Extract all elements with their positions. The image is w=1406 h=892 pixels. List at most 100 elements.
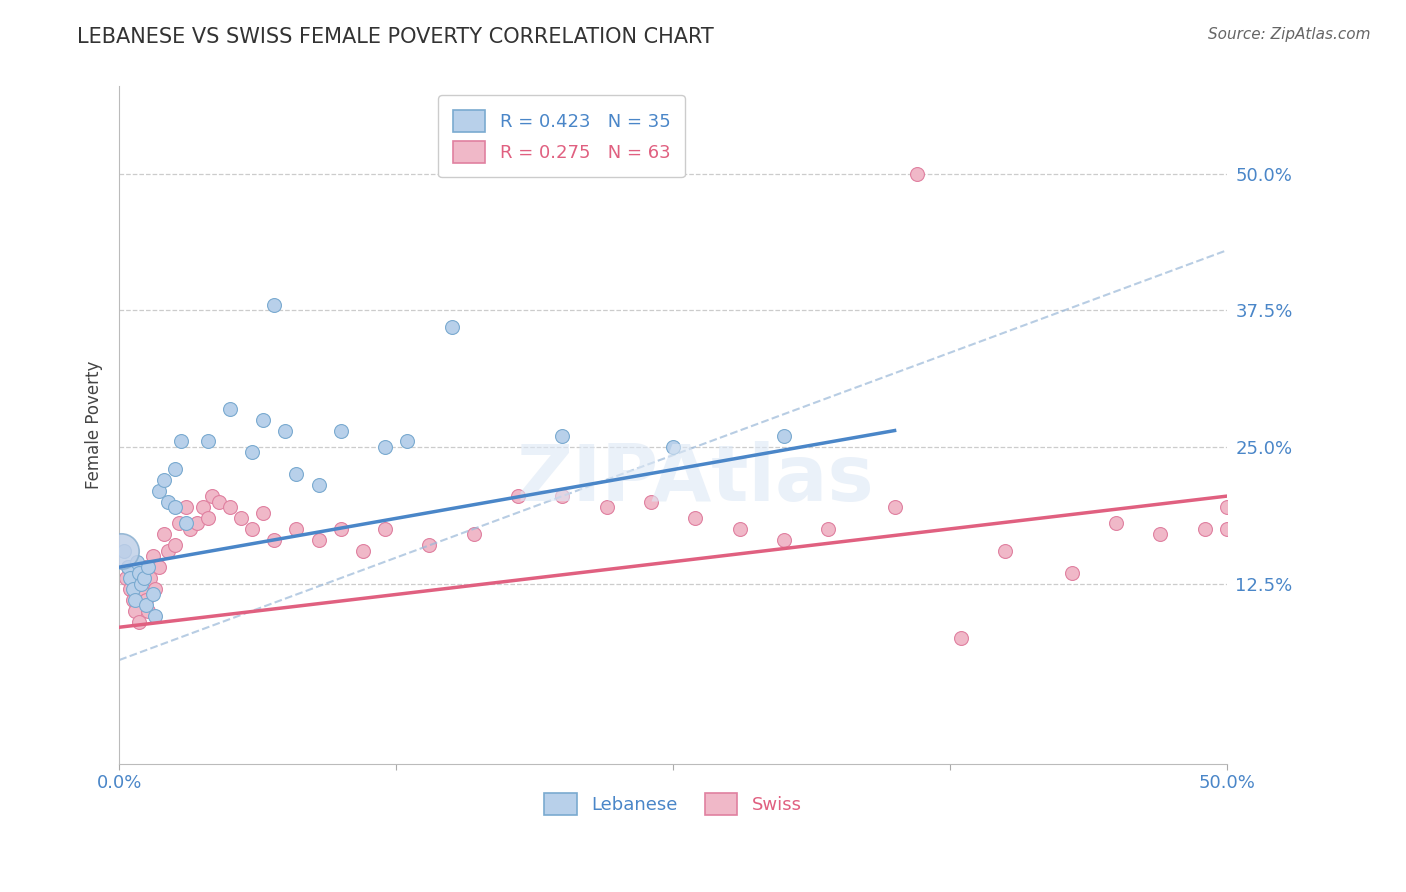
Point — [1216, 522, 1239, 536]
Point — [148, 483, 170, 498]
Point — [156, 543, 179, 558]
Point — [132, 571, 155, 585]
Point — [1216, 500, 1239, 514]
Point — [131, 576, 153, 591]
Point — [136, 560, 159, 574]
Point — [905, 167, 928, 181]
Point — [128, 615, 150, 629]
Point — [1149, 527, 1171, 541]
Point — [551, 489, 574, 503]
Point — [252, 506, 274, 520]
Point — [229, 511, 252, 525]
Point — [125, 555, 148, 569]
Point — [121, 582, 143, 596]
Point — [143, 609, 166, 624]
Point — [141, 587, 163, 601]
Point — [374, 522, 396, 536]
Point — [329, 424, 352, 438]
Point — [883, 500, 905, 514]
Point — [1260, 543, 1282, 558]
Point — [120, 582, 142, 596]
Point — [174, 516, 197, 531]
Point — [219, 500, 242, 514]
Point — [208, 494, 231, 508]
Point — [148, 560, 170, 574]
Point — [396, 434, 419, 449]
Point — [1194, 522, 1216, 536]
Point — [1393, 527, 1406, 541]
Point — [131, 582, 153, 596]
Point — [121, 593, 143, 607]
Point — [179, 522, 201, 536]
Point — [136, 604, 159, 618]
Point — [124, 593, 146, 607]
Point — [135, 599, 157, 613]
Point — [110, 543, 132, 558]
Point — [152, 473, 174, 487]
Point — [440, 319, 463, 334]
Point — [374, 440, 396, 454]
Point — [506, 489, 529, 503]
Point — [240, 445, 263, 459]
Point — [640, 494, 662, 508]
Point — [152, 527, 174, 541]
Point — [219, 401, 242, 416]
Point — [117, 560, 139, 574]
Point — [285, 467, 308, 482]
Point — [308, 478, 330, 492]
Point — [117, 560, 139, 574]
Point — [551, 429, 574, 443]
Point — [352, 543, 374, 558]
Point — [1348, 625, 1371, 640]
Point — [1060, 566, 1083, 580]
Point — [817, 522, 839, 536]
Point — [1105, 516, 1128, 531]
Point — [163, 538, 186, 552]
Text: LEBANESE VS SWISS FEMALE POVERTY CORRELATION CHART: LEBANESE VS SWISS FEMALE POVERTY CORRELA… — [77, 27, 714, 46]
Point — [186, 516, 208, 531]
Y-axis label: Female Poverty: Female Poverty — [86, 361, 103, 490]
Point — [125, 571, 148, 585]
Point — [418, 538, 440, 552]
Point — [463, 527, 485, 541]
Point — [240, 522, 263, 536]
Point — [132, 560, 155, 574]
Point — [994, 543, 1017, 558]
Point — [141, 549, 163, 564]
Point — [662, 440, 685, 454]
Point — [167, 516, 190, 531]
Point — [197, 511, 219, 525]
Point — [156, 494, 179, 508]
Point — [120, 571, 142, 585]
Point — [263, 533, 285, 547]
Point — [193, 500, 215, 514]
Point — [329, 522, 352, 536]
Text: Source: ZipAtlas.com: Source: ZipAtlas.com — [1208, 27, 1371, 42]
Point — [308, 533, 330, 547]
Legend: Lebanese, Swiss: Lebanese, Swiss — [537, 786, 808, 822]
Point — [950, 631, 973, 645]
Point — [124, 604, 146, 618]
Point — [1237, 533, 1260, 547]
Point — [135, 593, 157, 607]
Point — [595, 500, 617, 514]
Text: ZIPAtlas: ZIPAtlas — [516, 442, 875, 517]
Point — [163, 462, 186, 476]
Point — [772, 533, 794, 547]
Point — [170, 434, 193, 449]
Point — [772, 429, 794, 443]
Point — [683, 511, 706, 525]
Point — [274, 424, 297, 438]
Point — [1305, 669, 1327, 683]
Point — [728, 522, 751, 536]
Point — [285, 522, 308, 536]
Point — [112, 543, 135, 558]
Point — [115, 571, 138, 585]
Point — [252, 412, 274, 426]
Point — [197, 434, 219, 449]
Point — [201, 489, 224, 503]
Point — [139, 571, 162, 585]
Point — [143, 582, 166, 596]
Point — [263, 298, 285, 312]
Point — [163, 500, 186, 514]
